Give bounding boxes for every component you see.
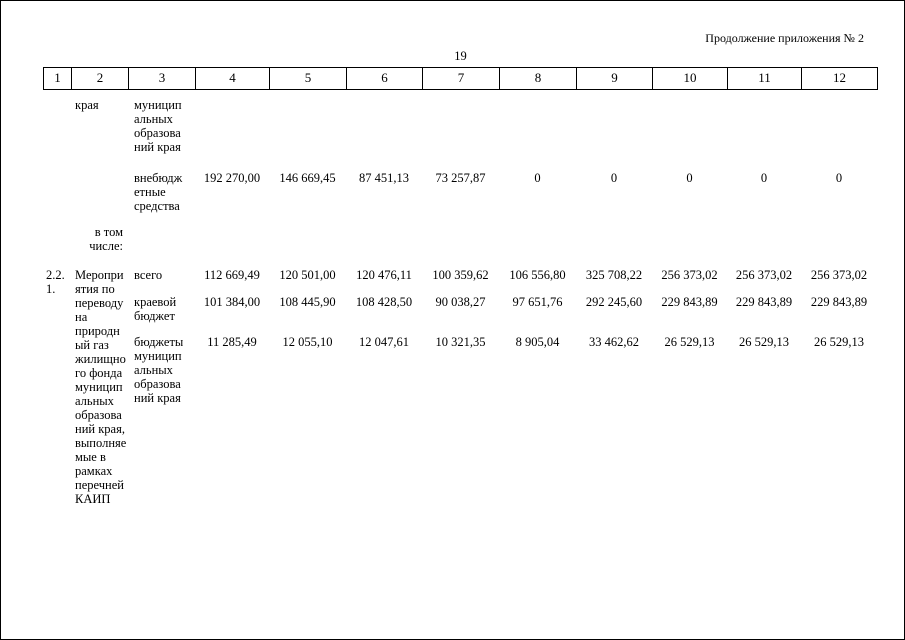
amount-cell: 11 285,49 <box>207 335 257 349</box>
column-number-cell: 9 <box>577 67 653 90</box>
table-row-extrabudget: внебюдж етные средства 192 270,00 146 66… <box>43 171 878 213</box>
column-number-cell: 5 <box>270 67 347 90</box>
amount-cell: 12 047,61 <box>359 335 409 349</box>
column-number-cell: 7 <box>423 67 500 90</box>
column-number-cell: 1 <box>44 67 72 90</box>
amount-cell: 26 529,13 <box>814 335 864 349</box>
budget-type-cell: бюджеты муницип альных образова ний края <box>134 335 184 405</box>
amount-cell: 8 905,04 <box>515 335 560 349</box>
amount-cell: 26 529,13 <box>664 335 715 349</box>
budget-type-cell: муницип альных образова ний края <box>134 98 182 154</box>
budget-type-cell: краевой бюджет <box>134 295 177 323</box>
amount-cell: 73 257,87 <box>435 171 486 185</box>
amount-cell: 325 708,22 <box>585 268 643 282</box>
appendix-continuation-note: Продолжение приложения № 2 <box>705 31 864 45</box>
amount-cell: 90 038,27 <box>435 295 486 309</box>
page-number: 19 <box>454 49 467 63</box>
column-number-cell: 8 <box>500 67 577 90</box>
amount-cell: 26 529,13 <box>739 335 789 349</box>
column-number-cell: 2 <box>72 67 129 90</box>
amount-cell: 106 556,80 <box>509 268 566 282</box>
column-number-cell: 3 <box>129 67 196 90</box>
amount-cell: 256 373,02 <box>661 268 718 282</box>
amount-cell: 192 270,00 <box>203 171 261 185</box>
amount-cell: 256 373,02 <box>810 268 868 282</box>
amount-cell: 0 <box>835 171 843 185</box>
text-cell: в том числе: <box>89 225 123 253</box>
amount-cell: 0 <box>534 171 541 185</box>
amount-cell: 120 476,11 <box>356 268 412 282</box>
amount-cell: 292 245,60 <box>585 295 643 309</box>
amount-cell: 0 <box>760 171 768 185</box>
amount-cell: 229 843,89 <box>810 295 868 309</box>
amount-cell: 229 843,89 <box>735 295 793 309</box>
column-number-cell: 11 <box>728 67 802 90</box>
amount-cell: 10 321,35 <box>435 335 486 349</box>
amount-cell: 12 055,10 <box>282 335 333 349</box>
table-row-carryover: края муницип альных образова ний края <box>43 98 878 154</box>
column-number-cell: 10 <box>653 67 728 90</box>
table-row-including: в том числе: <box>43 225 878 253</box>
row-number-cell: 2.2. 1. <box>46 268 65 296</box>
text-cell: края <box>75 98 99 112</box>
amount-cell: 87 451,13 <box>359 171 409 185</box>
column-number-row: 1 2 3 4 5 6 7 8 9 10 11 12 <box>43 67 878 90</box>
budget-type-cell: внебюдж етные средства <box>134 171 183 213</box>
amount-cell: 256 373,02 <box>735 268 793 282</box>
amount-cell: 100 359,62 <box>432 268 489 282</box>
activity-name-cell: Меропри ятия по переводу на природн ый г… <box>75 268 127 506</box>
table-row-item-2-2-1: 2.2. 1. Меропри ятия по переводу на прир… <box>43 268 878 506</box>
amount-cell: 108 445,90 <box>279 295 336 309</box>
amount-cell: 101 384,00 <box>203 295 261 309</box>
page-content: 19 1 2 3 4 5 6 7 8 9 10 11 12 края муниц… <box>43 49 878 506</box>
budget-type-cell: всего <box>134 268 163 282</box>
amount-cell: 0 <box>610 171 618 185</box>
column-number-cell: 4 <box>196 67 270 90</box>
amount-cell: 112 669,49 <box>204 268 260 282</box>
amount-cell: 146 669,45 <box>279 171 336 185</box>
amount-cell: 97 651,76 <box>512 295 563 309</box>
column-number-cell: 6 <box>347 67 423 90</box>
amount-cell: 229 843,89 <box>661 295 718 309</box>
column-number-cell: 12 <box>802 67 878 90</box>
amount-cell: 0 <box>686 171 693 185</box>
amount-cell: 33 462,62 <box>589 335 639 349</box>
amount-cell: 108 428,50 <box>355 295 413 309</box>
amount-cell: 120 501,00 <box>279 268 336 282</box>
